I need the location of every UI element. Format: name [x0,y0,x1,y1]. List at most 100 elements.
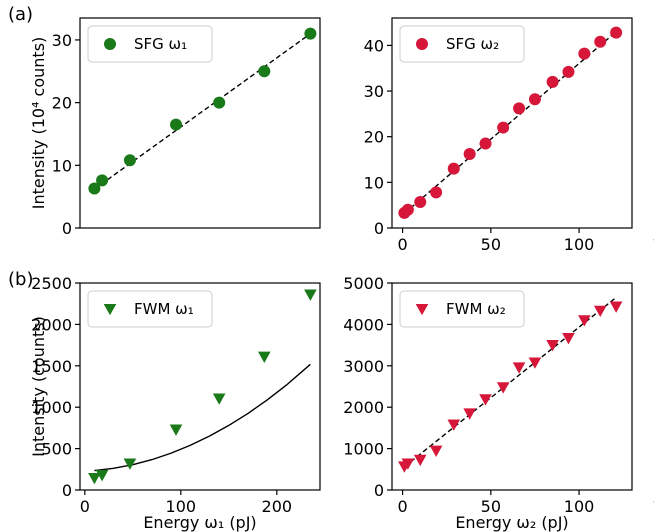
y-tick-label: 10 [52,156,72,175]
legend-box [87,290,213,328]
data-point [123,458,137,470]
x-tick-label: 0 [80,497,90,516]
data-point [95,470,109,482]
data-point [401,458,415,470]
legend-marker [416,38,428,50]
x-axis-title: Energy ω₁ (pJ) [143,513,256,532]
data-point [463,408,476,420]
y-axis-title: Intensity (counts) [29,316,48,457]
data-point [546,340,559,352]
data-point [88,182,101,195]
data-point [88,472,101,485]
data-point [497,121,510,134]
fit-line [403,296,617,468]
legend-box [399,290,525,328]
data-point [562,65,575,78]
legend-marker [415,303,429,316]
y-tick-label: 30 [52,31,72,50]
y-tick-label: 2000 [31,315,72,334]
plot-frame [79,282,321,491]
x-tick-label: 150 [652,497,654,516]
legend-label: SFG ω₂ [446,35,499,53]
x-tick-label: 50 [481,235,501,254]
y-tick-label: 20 [364,128,384,147]
data-point [447,419,461,431]
data-point [258,65,271,78]
data-point [304,27,317,40]
legend-label: FWM ω₂ [446,300,506,318]
data-point [304,289,317,301]
data-point [447,162,460,175]
y-tick-label: 20 [52,94,72,113]
y-tick-label: 1000 [343,440,384,459]
data-point [170,118,182,131]
plot-frame [391,17,633,229]
y-tick-label: 1000 [31,398,72,417]
y-tick-label: 2000 [343,398,384,417]
data-point [212,393,226,405]
x-tick-label: 200 [262,497,293,516]
legend-marker [104,38,116,50]
y-tick-label: 5000 [343,274,384,293]
data-point [578,47,591,60]
data-point [463,148,476,161]
data-point [258,351,271,363]
data-point [213,96,226,109]
legend-box [87,25,213,63]
data-point [479,137,492,150]
y-tick-label: 4000 [343,315,384,334]
x-tick-label: 150 [652,235,654,254]
plot-frame [79,17,321,229]
x-tick-label: 50 [481,497,501,516]
legend-label: SFG ω₁ [134,35,187,53]
y-tick-label: 10 [364,173,384,192]
y-tick-label: 0 [374,219,384,238]
data-point [546,75,559,88]
x-tick-label: 0 [397,497,407,516]
data-point [401,203,414,216]
data-point [414,195,427,208]
data-point [413,454,427,467]
data-point [169,424,183,436]
x-tick-label: 100 [166,497,197,516]
y-tick-label: 0 [374,481,384,500]
data-point [513,102,526,115]
y-tick-label: 1500 [31,357,72,376]
x-tick-label: 100 [564,497,595,516]
data-point [512,362,526,374]
legend-marker [103,303,117,316]
data-point [96,174,109,187]
y-axis-title: Intensity (10⁴ counts) [29,37,48,210]
data-point [528,357,542,369]
y-tick-label: 0 [62,481,72,500]
y-tick-label: 40 [364,36,384,55]
y-tick-label: 2500 [31,274,72,293]
data-point [593,305,607,318]
data-point [429,445,443,457]
legend-box [399,25,525,63]
y-tick-label: 30 [364,82,384,101]
chart-bottom-right: 0 50 100 150 0 1000 2000 3000 4000 5000 FWM ω₂ Ener… [343,274,654,532]
data-point [609,301,623,313]
panel-label: (a) [8,4,33,25]
data-point [528,93,541,106]
data-point [610,26,623,39]
chart-top-left: 0 10 20 30 SFG ω₁ Intensity (10⁴ counts) (a) [8,4,321,238]
data-point [479,394,492,406]
fit-line [94,363,311,472]
data-point [430,186,443,199]
x-axis-title: Energy ω₂ (pJ) [455,513,568,532]
plot-frame [391,282,633,491]
data-point [496,382,510,394]
x-tick-label: 0 [397,235,407,254]
x-tick-label: 100 [564,235,595,254]
data-point [562,333,575,345]
data-point [123,154,136,167]
y-tick-label: 500 [41,440,72,459]
panel-label: (b) [8,269,33,290]
y-tick-label: 3000 [343,357,384,376]
fit-line [403,31,617,214]
chart-top-right: 0 50 100 150 0 10 20 30 40 SFG ω₂ [364,17,654,254]
